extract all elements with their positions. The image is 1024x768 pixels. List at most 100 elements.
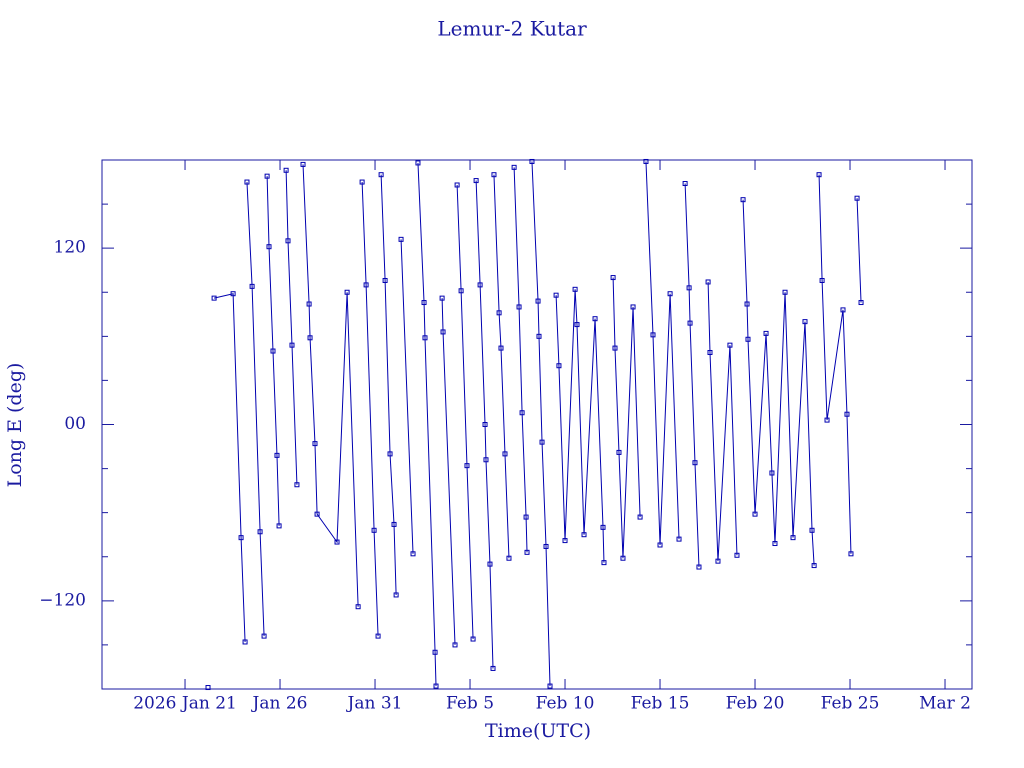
x-tick-label: Jan 26 — [251, 694, 308, 714]
data-point — [306, 301, 312, 307]
data-point — [715, 558, 721, 564]
data-point — [393, 592, 399, 598]
data-point — [464, 463, 470, 469]
data-point — [740, 197, 746, 203]
x-tick-label: Feb 10 — [536, 694, 595, 714]
data-point — [498, 345, 504, 351]
data-point — [470, 636, 476, 642]
x-tick-label: Feb 15 — [631, 694, 690, 714]
data-point — [657, 542, 663, 548]
data-point — [811, 563, 817, 569]
data-point — [285, 238, 291, 244]
data-point — [458, 288, 464, 294]
data-point — [511, 164, 517, 170]
chart-title: Lemur-2 Kutar — [437, 17, 587, 41]
data-point — [763, 330, 769, 336]
data-point — [439, 295, 445, 301]
plot-frame — [101, 159, 973, 690]
data-point — [630, 304, 636, 310]
x-tick-label: Mar 2 — [919, 694, 971, 714]
data-point — [676, 536, 682, 542]
data-point — [696, 564, 702, 570]
data-point — [692, 460, 698, 466]
x-tick-label: Feb 25 — [821, 694, 880, 714]
data-point — [249, 283, 255, 289]
data-point — [266, 244, 272, 250]
data-point — [572, 286, 578, 292]
data-point — [547, 683, 553, 689]
data-point — [378, 172, 384, 178]
data-point — [257, 529, 263, 535]
data-point — [276, 523, 282, 529]
data-point — [809, 527, 815, 533]
data-point — [612, 345, 618, 351]
y-tick-label: 120 — [54, 238, 86, 258]
x-tick-label: 2026 Jan 21 — [133, 694, 237, 714]
data-point — [344, 289, 350, 295]
data-point — [477, 282, 483, 288]
data-point — [844, 411, 850, 417]
data-point — [562, 538, 568, 544]
data-point — [355, 604, 361, 610]
data-point — [682, 181, 688, 187]
data-point — [422, 335, 428, 341]
x-tick-label: Jan 31 — [346, 694, 403, 714]
data-point — [687, 320, 693, 326]
data-point — [772, 541, 778, 547]
data-point — [769, 470, 775, 476]
data-point — [536, 333, 542, 339]
data-point — [600, 524, 606, 530]
data-point — [574, 322, 580, 328]
data-point — [727, 342, 733, 348]
data-point — [824, 417, 830, 423]
data-point — [359, 179, 365, 185]
data-point — [300, 161, 306, 167]
data-point — [496, 310, 502, 316]
data-point — [482, 422, 488, 427]
data-point — [490, 665, 496, 671]
data-point — [261, 633, 267, 639]
x-tick-label: Feb 20 — [726, 694, 785, 714]
data-point — [686, 285, 692, 291]
data-point — [854, 195, 860, 201]
data-point — [516, 304, 522, 310]
data-point — [581, 532, 587, 538]
data-point — [610, 275, 616, 281]
data-point — [502, 451, 508, 457]
data-point — [734, 552, 740, 558]
data-point — [790, 535, 796, 541]
data-point — [238, 535, 244, 541]
x-tick-label: Feb 5 — [446, 694, 494, 714]
data-point — [487, 561, 493, 567]
data-point — [375, 633, 381, 639]
data-line — [213, 161, 862, 687]
data-point — [858, 300, 864, 306]
data-point — [705, 279, 711, 285]
data-point — [274, 452, 280, 458]
data-point — [398, 236, 404, 242]
y-axis-label: Long E (deg) — [4, 363, 26, 488]
data-point — [506, 555, 512, 561]
y-tick-label: 00 — [64, 414, 86, 434]
data-point — [371, 527, 377, 533]
data-point — [382, 277, 388, 283]
data-point — [616, 449, 622, 455]
data-point — [483, 457, 489, 463]
x-axis-label: Time(UTC) — [485, 720, 591, 742]
data-point — [543, 543, 549, 549]
data-point — [491, 172, 497, 178]
data-point — [244, 179, 250, 185]
data-point — [421, 300, 427, 306]
data-point — [433, 683, 439, 689]
data-point — [667, 291, 673, 297]
data-point — [312, 441, 318, 447]
data-point — [270, 348, 276, 354]
data-point — [601, 560, 607, 566]
data-point — [643, 158, 649, 164]
data-point — [211, 295, 217, 301]
y-tick-label: −120 — [39, 590, 86, 610]
data-point — [529, 158, 535, 164]
data-point — [539, 439, 545, 445]
